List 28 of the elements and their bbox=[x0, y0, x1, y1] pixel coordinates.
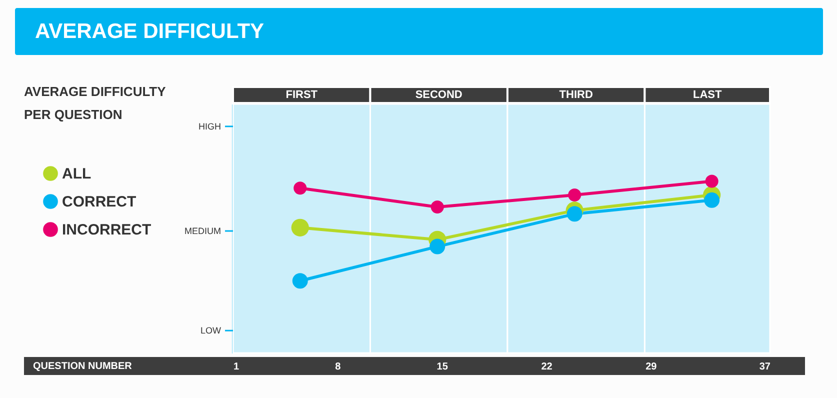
band-label: SECOND bbox=[415, 89, 462, 101]
point bbox=[430, 200, 444, 214]
x-tick-label: 1 bbox=[234, 362, 240, 372]
text: HIGH bbox=[198, 121, 221, 132]
point bbox=[704, 192, 720, 208]
text: LOW bbox=[200, 326, 222, 336]
point bbox=[566, 206, 582, 222]
legend-label: INCORRECT bbox=[62, 222, 152, 238]
text: MEDIUM bbox=[184, 226, 221, 236]
point bbox=[430, 238, 446, 254]
x-tick-label: 22 bbox=[541, 362, 553, 372]
point bbox=[568, 188, 582, 202]
x-tick-label: 37 bbox=[759, 362, 771, 372]
x-tick-label: 15 bbox=[436, 362, 448, 372]
x-tick-label: 8 bbox=[335, 362, 342, 372]
x-tick-label: 29 bbox=[646, 362, 658, 372]
band-label: FIRST bbox=[286, 89, 318, 101]
band-label: THIRD bbox=[559, 89, 593, 101]
point bbox=[291, 218, 309, 236]
legend-label: ALL bbox=[62, 166, 92, 182]
point bbox=[705, 174, 718, 188]
chart-title: AVERAGE DIFFICULTY bbox=[35, 20, 264, 43]
text: AVERAGE DIFFICULTY PER QUESTION bbox=[24, 84, 166, 122]
text: QUESTION NUMBER bbox=[33, 361, 133, 372]
point bbox=[292, 273, 308, 289]
point bbox=[294, 182, 307, 195]
band-label: LAST bbox=[692, 89, 722, 101]
legend-label: CORRECT bbox=[62, 194, 136, 210]
